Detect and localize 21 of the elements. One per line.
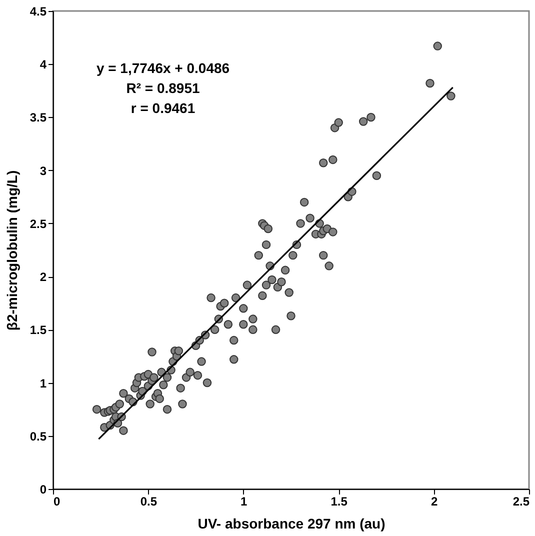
y-tick-label: 0.5 [30,429,47,444]
y-tick-label: 1.5 [30,323,47,338]
y-axis-title: β2-microglobulin (mg/L) [4,170,20,331]
y-tick-label: 2 [40,270,47,284]
x-axis-title: UV- absorbance 297 nm (au) [198,516,386,532]
annotation: y = 1,7746x + 0.0486 [96,60,230,76]
x-tick-label: 2 [430,494,438,508]
y-tick-label: 3.5 [30,110,47,125]
x-tick-label: 1 [240,494,248,508]
annotation: R² = 0.8951 [126,80,200,96]
x-tick-label: 0 [54,494,60,508]
y-tick-label: 0 [40,482,47,496]
x-tick-label: 0.5 [140,494,158,508]
y-tick-label: 3 [40,164,47,178]
y-tick-label: 2.5 [30,216,47,231]
y-tick-label: 1 [40,376,47,390]
x-tick-label: 2.5 [512,494,530,508]
x-tick-label: 1.5 [330,494,348,508]
y-tick-label: 4.5 [30,4,47,18]
y-tick-label: 4 [40,58,47,72]
annotation: r = 0.9461 [130,100,196,116]
